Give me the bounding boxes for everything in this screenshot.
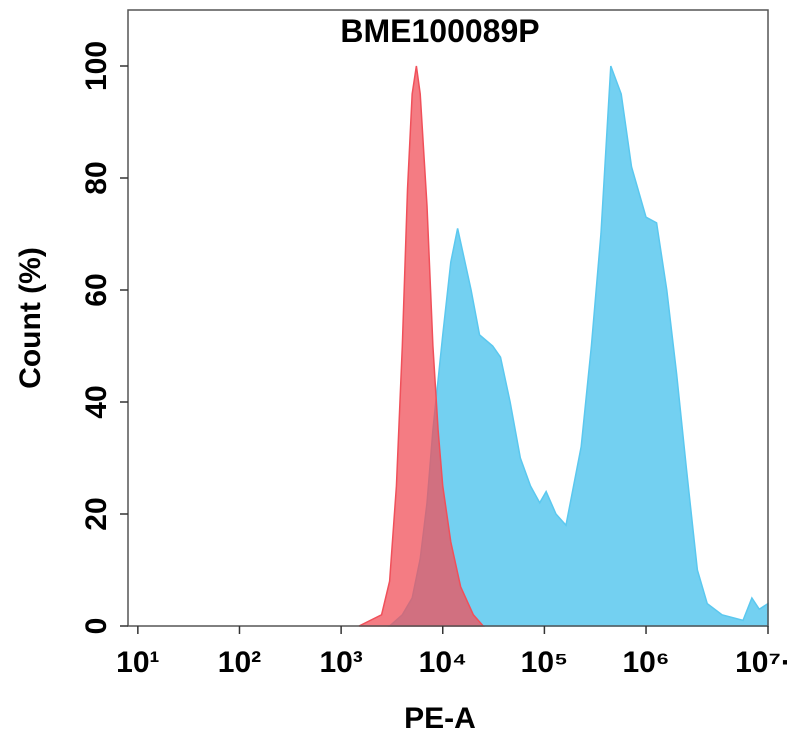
y-tick-label: 0 [80,618,113,635]
x-tick-label: 10⁷·² [735,646,787,679]
y-tick-label: 80 [80,161,113,194]
x-tick-label: 10⁵ [521,646,568,679]
x-tick-label: 10³ [319,646,362,679]
x-tick-label: 10⁶ [622,646,669,679]
chart-title: BME100089P [340,13,539,49]
x-tick-label: 10² [218,646,261,679]
y-tick-label: 60 [80,273,113,306]
y-tick-label: 40 [80,385,113,418]
x-tick-label: 10¹ [116,646,159,679]
plot-frame [127,9,769,627]
histogram-area [358,65,485,627]
x-tick-label: 10⁴ [419,646,467,679]
y-tick-label: 20 [80,497,113,530]
y-tick-label: 100 [80,41,113,91]
x-axis-label: PE-A [404,702,476,735]
y-axis-label: Count (%) [14,247,47,389]
histogram-area [387,65,769,627]
